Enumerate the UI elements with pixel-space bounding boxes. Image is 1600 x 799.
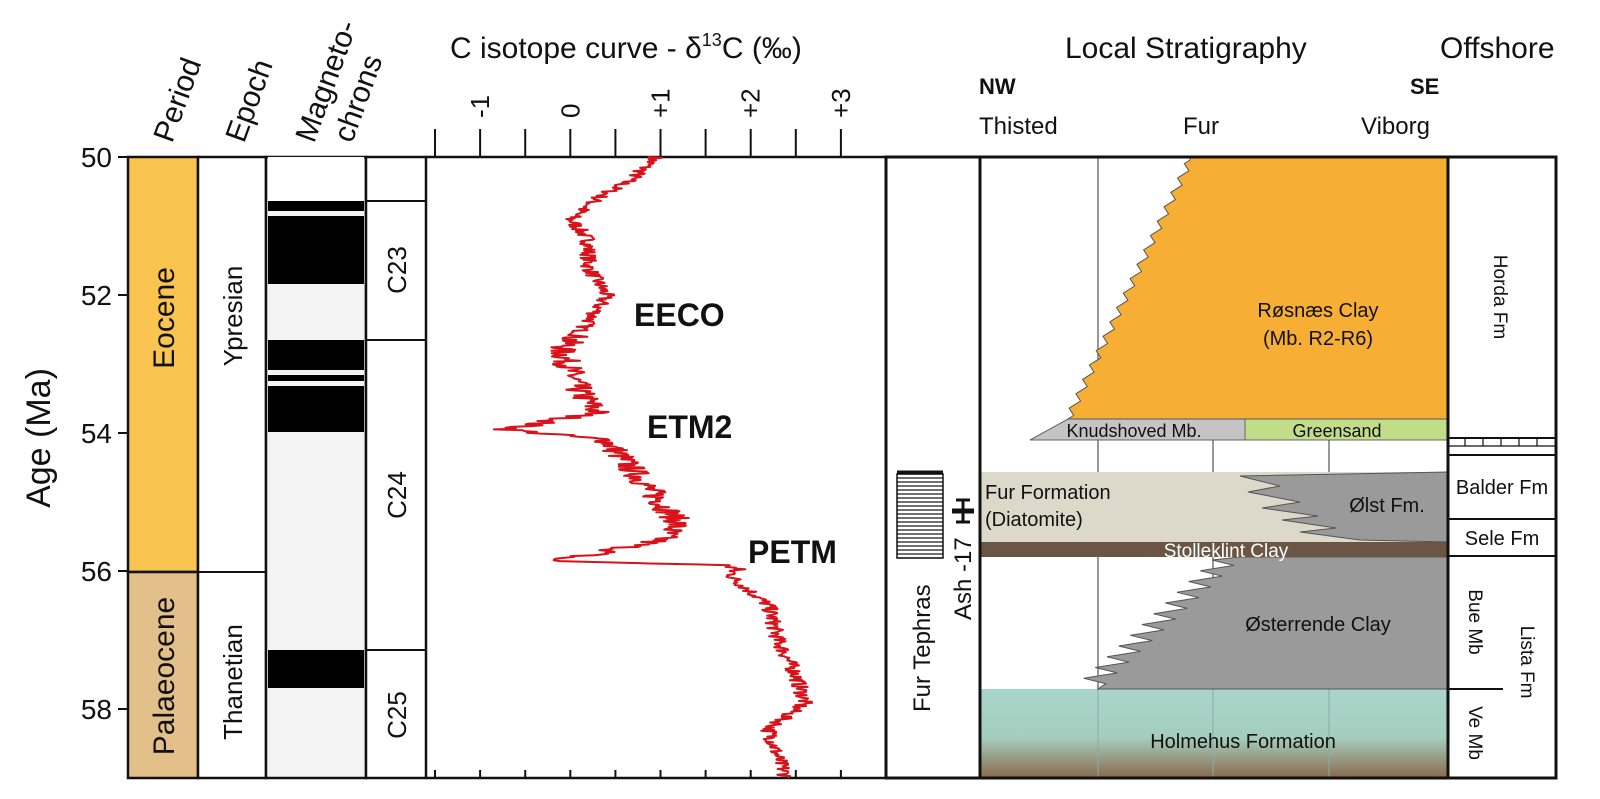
location-se: SE	[1410, 74, 1439, 99]
isotope-tick-label: -1	[465, 95, 495, 118]
polarity-normal-band-1	[268, 201, 364, 211]
age-tick-label: 52	[81, 280, 112, 311]
greensand-label: Greensand	[1292, 421, 1381, 441]
header-isotope-main: C isotope curve - δ	[450, 32, 702, 65]
chron-c24-label: C24	[382, 471, 412, 519]
olst-formation-unit	[1239, 471, 1449, 543]
age-tick-label: 50	[81, 142, 112, 173]
fur-tephras-label: Fur Tephras	[909, 584, 936, 712]
polarity-normal-top-band	[268, 157, 364, 201]
isotope-tick-label: 0	[555, 104, 585, 118]
stolleklint-clay-unit	[980, 542, 1448, 557]
age-tick-label: 58	[81, 694, 112, 725]
epoch-ypresian-label: Ypresian	[218, 266, 248, 367]
offshore-ve-label: Ve Mb	[1464, 706, 1485, 760]
header-local-stratigraphy: Local Stratigraphy	[1065, 32, 1307, 65]
ash-17-label: Ash -17	[950, 537, 977, 620]
fur-tephras-bar	[896, 473, 944, 559]
isotope-tick-label: +1	[646, 88, 676, 118]
location-viborg: Viborg	[1361, 113, 1430, 140]
ash-17-error-bar	[952, 498, 974, 524]
age-axis-ticks: 50 52 54 56 58	[81, 142, 128, 725]
isotope-tick-label: +3	[826, 88, 856, 118]
header-isotope-sup: 13	[702, 30, 722, 50]
location-fur: Fur	[1183, 113, 1219, 140]
polarity-normal-band-5	[268, 386, 364, 432]
period-palaeocene-label: Palaeocene	[148, 597, 181, 755]
rosnaes-clay-label-line1: Røsnæs Clay	[1257, 300, 1378, 322]
rosnaes-clay-label-line2: (Mb. R2-R6)	[1263, 328, 1373, 350]
polarity-normal-band-2	[268, 216, 364, 284]
age-axis-label: Age (Ma)	[20, 368, 58, 508]
fur-formation-label-line2: (Diatomite)	[985, 509, 1083, 531]
event-eeco-label: EECO	[634, 297, 725, 333]
knudshoved-member-label: Knudshoved Mb.	[1066, 421, 1201, 441]
isotope-tick-label: +2	[736, 88, 766, 118]
offshore-column	[1446, 155, 1558, 780]
osterrende-clay-label: Østerrende Clay	[1245, 614, 1391, 636]
age-tick-label: 54	[81, 418, 112, 449]
isotope-curve	[492, 156, 814, 779]
polarity-normal-band-4	[268, 375, 364, 381]
header-epoch: Epoch	[220, 55, 280, 146]
rosnaes-clay-unit	[1066, 156, 1449, 420]
holmehus-formation-unit	[980, 689, 1448, 778]
offshore-sele-label: Sele Fm	[1465, 528, 1539, 550]
header-isotope: C isotope curve - δ13C (‰)	[450, 30, 802, 65]
event-petm-label: PETM	[748, 534, 837, 570]
isotope-axis-ticks: -1 0 +1 +2 +3	[434, 88, 856, 778]
chron-c25-label: C25	[382, 691, 412, 739]
polarity-normal-band-3	[268, 340, 364, 370]
offshore-lista-label: Lista Fm	[1516, 626, 1537, 699]
holmehus-formation-label: Holmehus Formation	[1150, 731, 1336, 753]
offshore-balder-label: Balder Fm	[1456, 477, 1548, 499]
offshore-horda-label: Horda Fm	[1489, 255, 1510, 339]
stolleklint-clay-label: Stolleklint Clay	[1164, 541, 1289, 562]
epoch-thanetian-label: Thanetian	[218, 624, 248, 740]
period-eocene-box	[126, 155, 200, 574]
chron-c23-label: C23	[382, 246, 412, 294]
location-thisted: Thisted	[979, 113, 1058, 140]
olst-formation-label: Ølst Fm.	[1349, 495, 1425, 517]
event-etm2-label: ETM2	[647, 409, 732, 445]
polarity-normal-band-6	[268, 650, 364, 688]
header-isotope-end: C (‰)	[722, 32, 802, 65]
offshore-hatch-band	[1448, 438, 1556, 447]
chron-column	[364, 155, 428, 780]
osterrende-clay-unit	[1083, 556, 1449, 690]
age-tick-label: 56	[81, 556, 112, 587]
period-eocene-label: Eocene	[148, 267, 181, 369]
header-period: Period	[148, 54, 209, 147]
location-nw: NW	[979, 74, 1016, 99]
header-offshore: Offshore	[1440, 32, 1555, 65]
offshore-bue-label: Bue Mb	[1464, 589, 1485, 654]
period-palaeocene-box	[126, 570, 200, 780]
fur-formation-label-line1: Fur Formation	[985, 482, 1111, 504]
